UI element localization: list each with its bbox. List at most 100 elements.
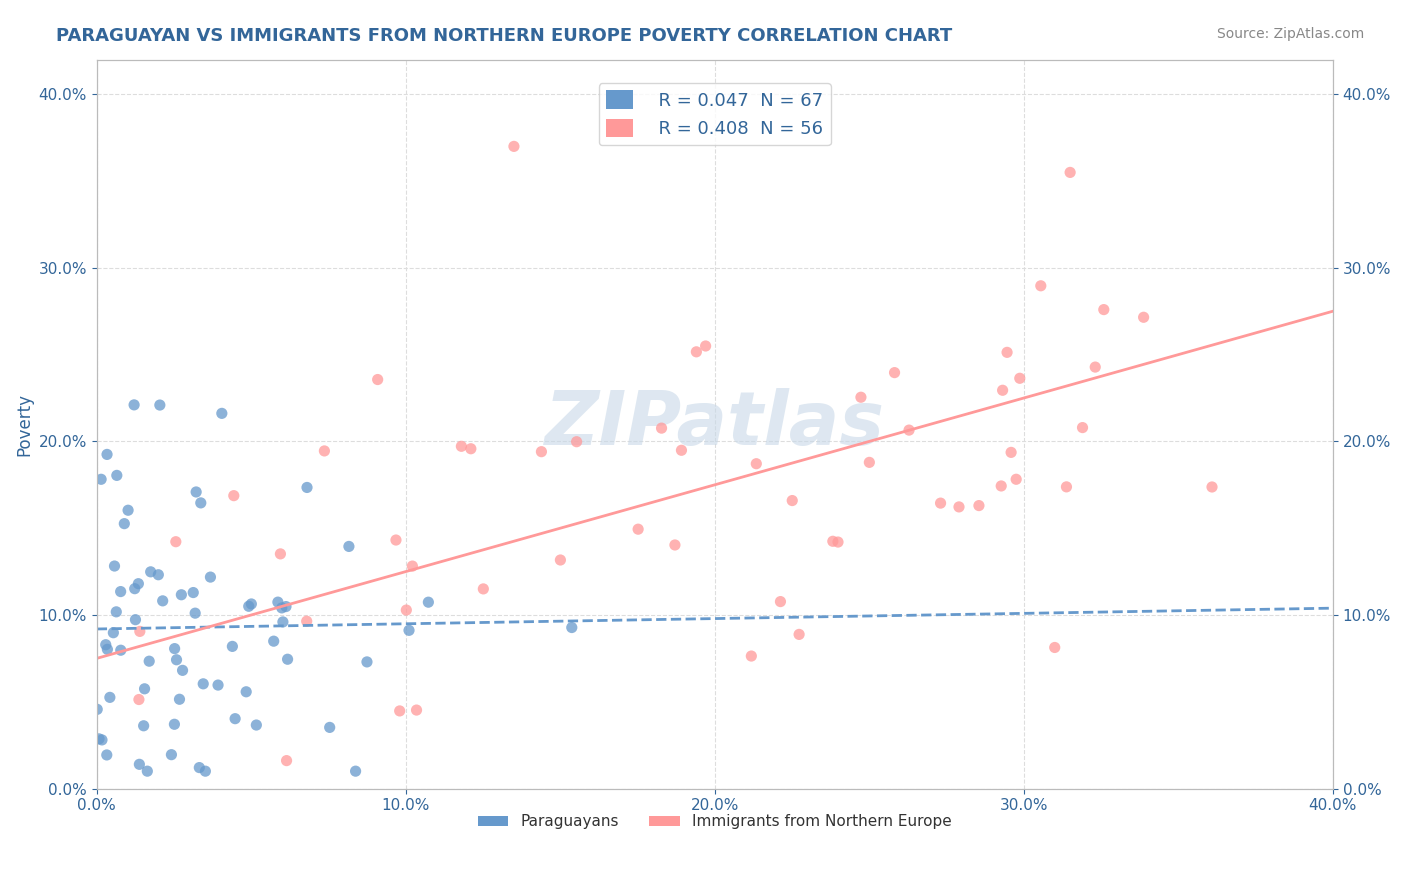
Point (94, 638, 117, 652)
Point (276, 754, 298, 768)
Point (96, 642, 118, 657)
Point (105, 605, 128, 619)
Point (1029, 278, 1052, 293)
Point (240, 597, 263, 611)
Point (769, 594, 792, 608)
Point (550, 553, 572, 567)
Point (1000, 445, 1022, 459)
Point (90, 472, 112, 486)
Point (277, 652, 299, 666)
Point (418, 595, 440, 609)
Point (344, 764, 367, 779)
Point (740, 648, 762, 663)
Point (224, 712, 246, 726)
Point (245, 718, 267, 732)
Point (671, 443, 693, 458)
Point (184, 606, 207, 620)
Point (1201, 480, 1223, 494)
Point (211, 406, 233, 420)
Point (160, 747, 183, 762)
Point (695, 339, 717, 353)
Point (128, 624, 150, 639)
Point (398, 624, 420, 638)
Point (91, 732, 114, 747)
Point (385, 533, 408, 547)
Point (190, 496, 212, 510)
Point (172, 664, 194, 678)
Point (194, 764, 217, 779)
Point (388, 704, 411, 718)
Point (132, 719, 155, 733)
Point (263, 634, 285, 648)
Point (148, 567, 170, 582)
Point (86, 702, 108, 716)
Point (134, 681, 156, 696)
Point (990, 479, 1012, 493)
Point (503, 139, 526, 153)
Point (395, 603, 418, 617)
Point (238, 599, 260, 614)
Point (169, 692, 191, 706)
Point (122, 398, 145, 412)
Point (200, 570, 222, 584)
Point (1071, 420, 1094, 434)
Point (787, 627, 810, 641)
Point (780, 493, 803, 508)
Point (274, 599, 297, 614)
Point (1059, 165, 1081, 179)
Point (105, 468, 128, 483)
Y-axis label: Poverty: Poverty (15, 392, 32, 456)
Point (117, 503, 139, 517)
Point (103, 559, 125, 574)
Point (163, 717, 186, 731)
Point (898, 423, 921, 437)
Point (356, 655, 378, 669)
Point (103, 625, 125, 640)
Point (112, 516, 135, 531)
Point (152, 594, 174, 608)
Point (664, 538, 686, 552)
Point (1043, 640, 1066, 655)
Point (170, 588, 193, 602)
Point (849, 390, 872, 404)
Point (337, 540, 360, 554)
Point (991, 384, 1014, 398)
Point (128, 692, 150, 706)
Point (138, 654, 160, 668)
Point (87, 731, 110, 746)
Point (186, 485, 208, 500)
Point (827, 535, 849, 549)
Point (1005, 472, 1028, 486)
Point (1132, 310, 1154, 325)
Point (128, 757, 150, 772)
Point (110, 643, 132, 657)
Point (165, 534, 187, 549)
Point (318, 720, 340, 734)
Point (450, 439, 472, 453)
Point (207, 678, 229, 692)
Point (110, 584, 132, 599)
Point (314, 444, 336, 458)
Point (627, 522, 650, 536)
Point (188, 761, 211, 775)
Point (929, 496, 952, 510)
Point (1008, 371, 1031, 385)
Point (685, 344, 707, 359)
Point (967, 499, 990, 513)
Point (181, 585, 204, 599)
Point (1092, 302, 1115, 317)
Point (1056, 480, 1078, 494)
Point (295, 614, 318, 628)
Text: Source: ZipAtlas.com: Source: ZipAtlas.com (1216, 27, 1364, 41)
Point (995, 345, 1018, 359)
Point (222, 489, 245, 503)
Point (472, 582, 495, 596)
Point (267, 595, 290, 609)
Point (96, 447, 118, 461)
Point (221, 640, 243, 654)
Point (235, 685, 257, 699)
Point (295, 480, 318, 494)
Point (883, 366, 905, 380)
Point (948, 500, 970, 514)
Point (127, 576, 149, 591)
